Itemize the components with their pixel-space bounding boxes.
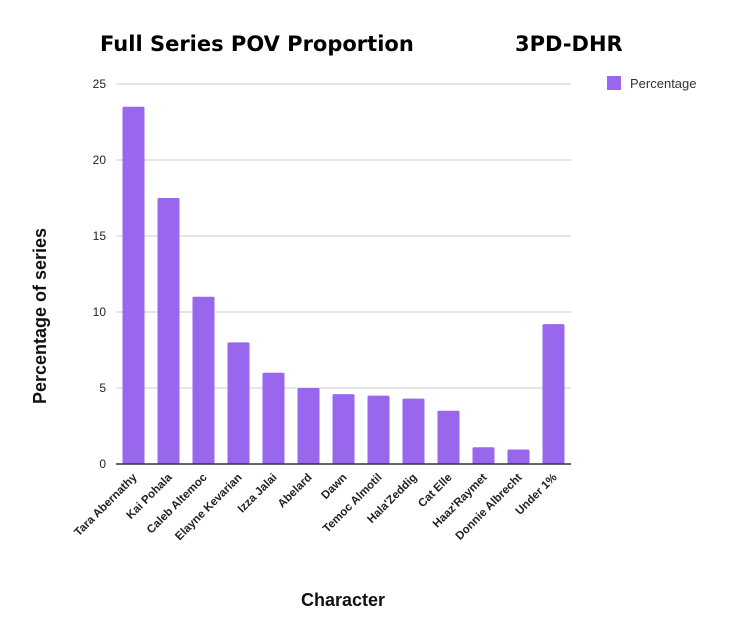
y-axis-title: Percentage of series [30, 228, 50, 404]
y-tick-label: 20 [93, 153, 107, 167]
y-tick-label: 15 [93, 229, 107, 243]
y-tick-labels: 0 5 10 15 20 25 [93, 77, 107, 471]
y-tick-label: 0 [99, 457, 106, 471]
x-tick-label: Donnie Albrecht [454, 472, 525, 543]
x-tick-label: Dawn [319, 472, 349, 502]
bar [507, 449, 530, 464]
bar [157, 198, 180, 464]
bar [262, 372, 285, 464]
x-tick-label: Caleb Altemoc [145, 471, 210, 536]
x-tick-label: Tara Abernathy [72, 471, 140, 539]
legend: Percentage [607, 76, 697, 91]
bar [472, 447, 495, 464]
chart-title: Full Series POV Proportion [100, 32, 414, 56]
legend-label: Percentage [630, 76, 697, 91]
bar [437, 410, 460, 464]
y-tick-label: 5 [99, 381, 106, 395]
bar [297, 388, 320, 464]
bar [227, 342, 250, 464]
legend-swatch [607, 76, 621, 90]
bars [122, 106, 565, 465]
y-tick-label: 10 [93, 305, 107, 319]
x-axis-title: Character [301, 590, 385, 610]
bar [367, 395, 390, 464]
bar [402, 398, 425, 464]
x-tick-label: Abelard [276, 472, 315, 511]
bar [542, 324, 565, 464]
chart-subtitle: 3PD-DHR [515, 32, 623, 56]
y-tick-label: 25 [93, 77, 107, 91]
bar [192, 296, 215, 464]
x-tick-label: Elayne Kevarian [173, 472, 244, 543]
gridlines [116, 83, 571, 389]
bar [122, 106, 145, 465]
bar [332, 394, 355, 464]
